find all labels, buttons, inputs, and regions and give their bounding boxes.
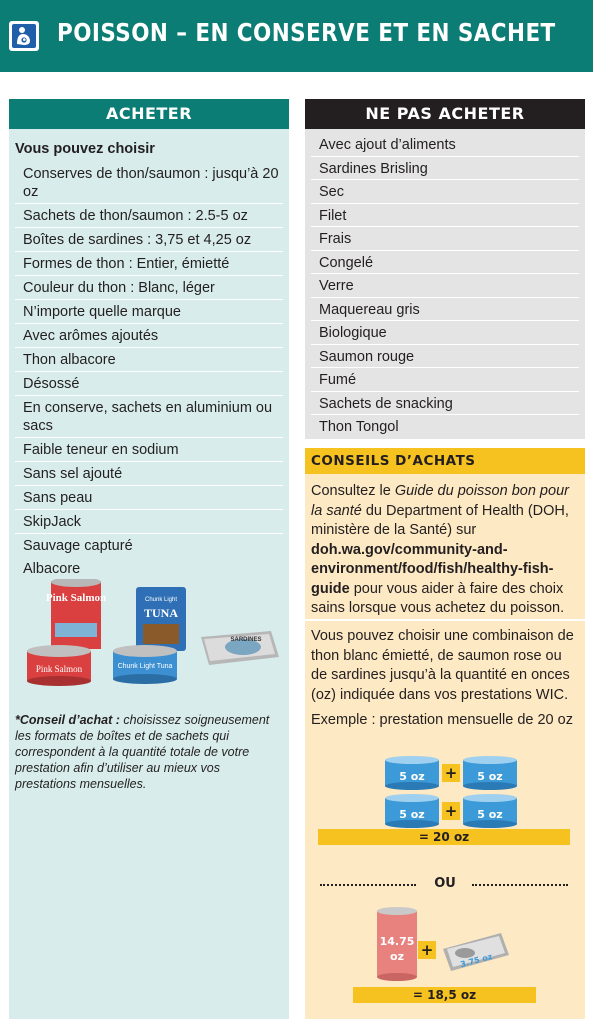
page-header: POISSON – EN CONSERVE ET EN SACHET [0,0,593,72]
list-item: Albacore [23,561,81,577]
list-item: Sachets de snacking [311,392,579,415]
buy-subheading: Vous pouvez choisir [15,141,155,157]
dotted-separator-left [320,884,416,886]
dont-buy-heading: NE PAS ACHETER [305,99,585,129]
sardines-tin-icon: SARDINES [201,631,279,665]
example-text: Exemple : prestation mensuelle de 20 oz [311,712,573,728]
list-item: Faible teneur en sodium [15,438,283,462]
svg-text:+: + [421,941,434,959]
tuna-can-icon: 5 oz [385,794,439,828]
fish-cans-illustration: Pink Salmon Pink Salmon Chunk Light TUNA… [27,579,279,686]
svg-text:5 oz: 5 oz [477,770,502,783]
wic-mother-child-icon [9,21,39,51]
dotted-separator-right [472,884,568,886]
divider [305,619,585,621]
list-item: Avec arômes ajoutés [15,324,283,348]
list-item: Saumon rouge [311,345,579,368]
shopping-tips-paragraph-2: Vous pouvez choisir une combinaison de t… [311,628,574,703]
list-item: Sauvage capturé [23,538,133,554]
shopping-tips-heading: CONSEILS D’ACHATS [305,448,585,474]
pink-salmon-can-icon: Pink Salmon [46,579,106,649]
sardine-tin-icon: 3.75 oz [443,933,509,971]
list-item: Sans peau [15,486,283,510]
list-item: Congelé [311,251,579,274]
pink-salmon-label-1: Pink Salmon [46,592,106,604]
list-item: Thon Tongol [319,419,399,435]
or-separator: OU [434,876,456,891]
buying-tip: *Conseil d’achat : choisissez soigneusem… [15,712,281,792]
tuna-pouch-icon: Chunk Light TUNA [136,587,186,651]
list-item: Avec ajout d’aliments [311,133,579,157]
example-18-5oz-diagram: 14.75 oz + 3.75 oz [377,907,509,981]
list-item: Maquereau gris [311,298,579,321]
list-item: Couleur du thon : Blanc, léger [15,276,283,300]
list-item: Biologique [311,321,579,345]
shopping-tips-box: CONSEILS D’ACHATS Consultez le Guide du … [305,448,585,1019]
pink-salmon-label-2: Pink Salmon [36,664,83,674]
example-20oz-diagram: 5 oz + 5 oz 5 oz + 5 oz [385,756,517,828]
svg-text:5 oz: 5 oz [477,808,502,821]
tuna-can-icon: 5 oz [463,794,517,828]
list-item: Filet [311,204,579,227]
buy-list: Conserves de thon/saumon : jusqu’à 20 oz… [15,162,283,580]
list-item: Sachets de thon/saumon : 2.5-5 oz [15,204,283,228]
buy-column: ACHETER Vous pouvez choisir Conserves de… [9,99,289,1019]
chunk-light-label: Chunk Light Tuna [118,663,173,670]
tip-label: *Conseil d’achat : [15,713,120,727]
dont-buy-list: Avec ajout d’aliments Sardines Brisling … [311,133,579,438]
list-item: Thon albacore [15,348,283,372]
tuna-can-icon: 5 oz [385,756,439,790]
chunk-light-tuna-can-icon: Chunk Light Tuna [113,645,177,684]
list-item: Verre [311,274,579,298]
svg-text:oz: oz [390,950,404,963]
list-item: Frais [311,227,579,251]
list-item: Sec [311,180,579,204]
list-item: Désossé [15,372,283,396]
list-item: En conserve, sachets en aluminium ou sac… [15,396,283,438]
svg-text:5 oz: 5 oz [399,770,424,783]
svg-text:+: + [445,764,458,782]
salmon-can-icon: 14.75 oz [377,907,417,981]
svg-text:5 oz: 5 oz [399,808,424,821]
pink-salmon-small-can-icon: Pink Salmon [27,645,91,686]
plus-icon [442,764,460,782]
plus-icon [418,941,436,959]
total-18-5oz-bar: = 18,5 oz [353,987,536,1003]
tip-text: choisissez soigneusement les formats de … [15,713,270,791]
list-item: Boîtes de sardines : 3,75 et 4,25 oz [15,228,283,252]
list-item: Fumé [311,368,579,392]
tuna-pouch-top-label: Chunk Light [145,597,177,603]
healthy-fish-guide-link: doh.wa.gov/community-and-environment/foo… [311,541,554,597]
list-item: SkipJack [15,510,283,534]
list-item: Sans sel ajouté [15,462,283,486]
tuna-pouch-label: TUNA [144,606,178,620]
buy-heading: ACHETER [9,99,289,129]
list-item: Conserves de thon/saumon : jusqu’à 20 oz [15,162,283,204]
dont-buy-column: NE PAS ACHETER Avec ajout d’aliments Sar… [305,99,585,439]
list-item: Formes de thon : Entier, émietté [15,252,283,276]
plus-icon [442,802,460,820]
list-item: N’importe quelle marque [15,300,283,324]
tuna-can-icon: 5 oz [463,756,517,790]
list-item: Sardines Brisling [311,157,579,180]
sardines-label: SARDINES [230,637,261,643]
svg-text:+: + [445,802,458,820]
total-20oz-bar: = 20 oz [318,829,570,845]
svg-text:14.75: 14.75 [380,935,415,948]
page-title: POISSON – EN CONSERVE ET EN SACHET [57,18,556,47]
shopping-tips-paragraph-1: Consultez le Guide du poisson bon pour l… [311,483,569,616]
